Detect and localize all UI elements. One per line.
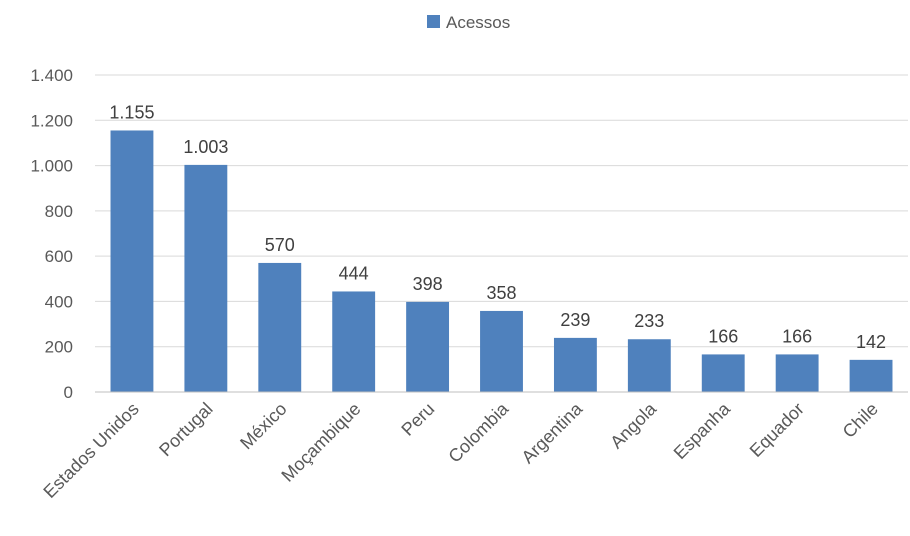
bar	[110, 130, 154, 392]
data-label: 142	[856, 332, 886, 352]
bar	[406, 301, 450, 392]
y-tick-label: 600	[45, 247, 73, 266]
y-tick-label: 200	[45, 338, 73, 357]
bar	[184, 164, 228, 392]
bar	[553, 337, 597, 392]
category-label: Chile	[839, 399, 882, 442]
category-label: Estados Unidos	[39, 399, 142, 502]
data-label: 166	[782, 326, 812, 346]
category-label: Moçambique	[277, 399, 364, 486]
category-label: Portugal	[155, 399, 217, 461]
legend-label: Acessos	[446, 13, 510, 32]
y-tick-label: 800	[45, 202, 73, 221]
data-label: 1.155	[109, 102, 154, 122]
legend-swatch	[427, 15, 440, 28]
y-tick-label: 0	[64, 383, 73, 402]
data-label: 444	[339, 263, 369, 283]
bar	[480, 310, 523, 392]
category-label: México	[236, 399, 290, 453]
data-label: 1.003	[183, 137, 228, 157]
category-label: Colombia	[444, 398, 513, 467]
category-label: Equador	[746, 399, 808, 461]
bar	[701, 354, 745, 392]
data-label: 233	[634, 311, 664, 331]
bar	[775, 354, 819, 392]
bar	[332, 291, 376, 392]
y-tick-label: 1.200	[30, 111, 73, 130]
y-tick-label: 400	[45, 292, 73, 311]
bar	[627, 339, 671, 392]
data-label: 166	[708, 326, 738, 346]
data-label: 239	[560, 310, 590, 330]
y-tick-label: 1.400	[30, 66, 73, 85]
y-tick-label: 1.000	[30, 157, 73, 176]
data-label: 570	[265, 235, 295, 255]
category-label: Argentina	[518, 398, 587, 467]
legend: Acessos	[427, 13, 510, 32]
bar	[258, 262, 302, 392]
category-label: Peru	[397, 399, 438, 440]
category-label: Espanha	[670, 398, 735, 463]
data-label: 398	[413, 274, 443, 294]
data-label: 358	[486, 283, 516, 303]
bar	[849, 359, 893, 392]
category-label: Angola	[606, 398, 660, 452]
